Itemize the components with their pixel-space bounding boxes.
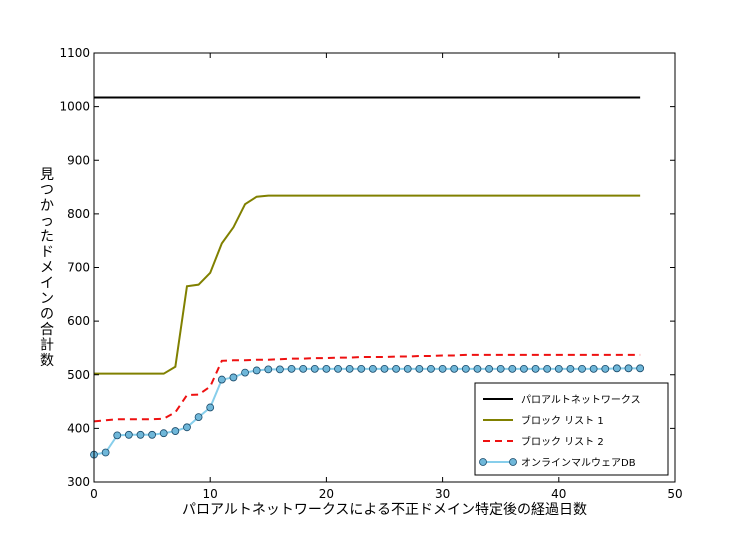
y-tick-label: 1100 <box>59 46 90 60</box>
y-tick-label: 600 <box>67 314 90 328</box>
series-layer <box>90 96 645 459</box>
data-point <box>368 364 377 373</box>
data-point <box>496 364 505 373</box>
data-point <box>264 365 273 374</box>
y-tick-label: 700 <box>67 261 90 275</box>
data-point <box>357 364 366 373</box>
data-point <box>206 403 215 412</box>
data-point <box>287 364 296 373</box>
data-point <box>589 364 598 373</box>
legend-label: オンラインマルウェアDB <box>521 457 636 469</box>
legend-marker <box>479 458 487 466</box>
legend-label: ブロック リスト 1 <box>521 414 604 427</box>
data-point <box>241 368 249 377</box>
data-point <box>520 364 528 373</box>
x-axis-title: パロアルトネットワークスによる不正ドメイン特定後の経過日数 <box>182 502 587 518</box>
ticks-layer: 0 10 20 30 40 50 300 400 500 600 700 800 900 1000 1100 <box>59 46 682 501</box>
x-tick-label: 20 <box>319 487 334 501</box>
data-point <box>613 364 621 373</box>
data-point <box>601 364 610 373</box>
y-tick-label: 800 <box>67 207 90 221</box>
x-tick-label: 0 <box>90 487 98 501</box>
data-point <box>543 364 552 373</box>
y-tick-label: 400 <box>67 421 90 435</box>
data-point <box>392 364 401 373</box>
data-point <box>217 375 226 384</box>
x-tick-label: 30 <box>435 487 450 501</box>
data-point <box>415 364 424 373</box>
data-point <box>473 364 482 373</box>
data-point <box>508 364 517 373</box>
y-tick-label: 1000 <box>59 100 90 114</box>
data-point <box>113 431 122 440</box>
data-point <box>485 364 493 373</box>
data-point <box>159 429 168 438</box>
y-tick-label: 900 <box>67 153 90 167</box>
series-line-1 <box>94 194 641 375</box>
data-point <box>427 364 435 373</box>
data-point <box>531 364 540 373</box>
data-point <box>578 364 586 373</box>
x-tick-label: 40 <box>551 487 566 501</box>
y-axis-title: 見つかったドメインの合計数 <box>40 167 54 369</box>
data-point <box>322 364 331 373</box>
x-tick-label: 10 <box>203 487 218 501</box>
data-point <box>334 364 342 373</box>
data-point <box>566 364 575 373</box>
x-tick-label: 50 <box>667 487 682 501</box>
data-point <box>136 430 145 439</box>
data-point <box>624 364 633 373</box>
data-point <box>276 365 284 374</box>
data-point <box>403 364 412 373</box>
data-point <box>299 364 308 373</box>
data-point <box>438 364 447 373</box>
data-point <box>380 364 389 373</box>
data-point <box>310 364 319 373</box>
data-point <box>171 427 180 435</box>
legend-marker <box>509 458 517 466</box>
legend-label: ブロック リスト 2 <box>521 435 604 448</box>
data-point <box>461 364 470 373</box>
data-point <box>148 430 157 439</box>
y-tick-label: 500 <box>67 368 90 382</box>
data-point <box>450 364 459 373</box>
data-point <box>345 364 354 373</box>
data-point <box>101 448 110 457</box>
y-axis-title-text: 見つかったドメインの合計数 <box>40 167 54 369</box>
y-tick-label: 300 <box>67 475 90 489</box>
series-line-2 <box>93 353 641 423</box>
data-point <box>252 366 261 375</box>
data-point <box>194 413 203 422</box>
data-point <box>124 430 133 439</box>
legend-label: パロアルトネットワークス <box>521 394 641 406</box>
data-point <box>636 364 645 373</box>
data-point <box>229 373 238 382</box>
data-point <box>183 423 191 432</box>
data-point <box>554 364 563 373</box>
